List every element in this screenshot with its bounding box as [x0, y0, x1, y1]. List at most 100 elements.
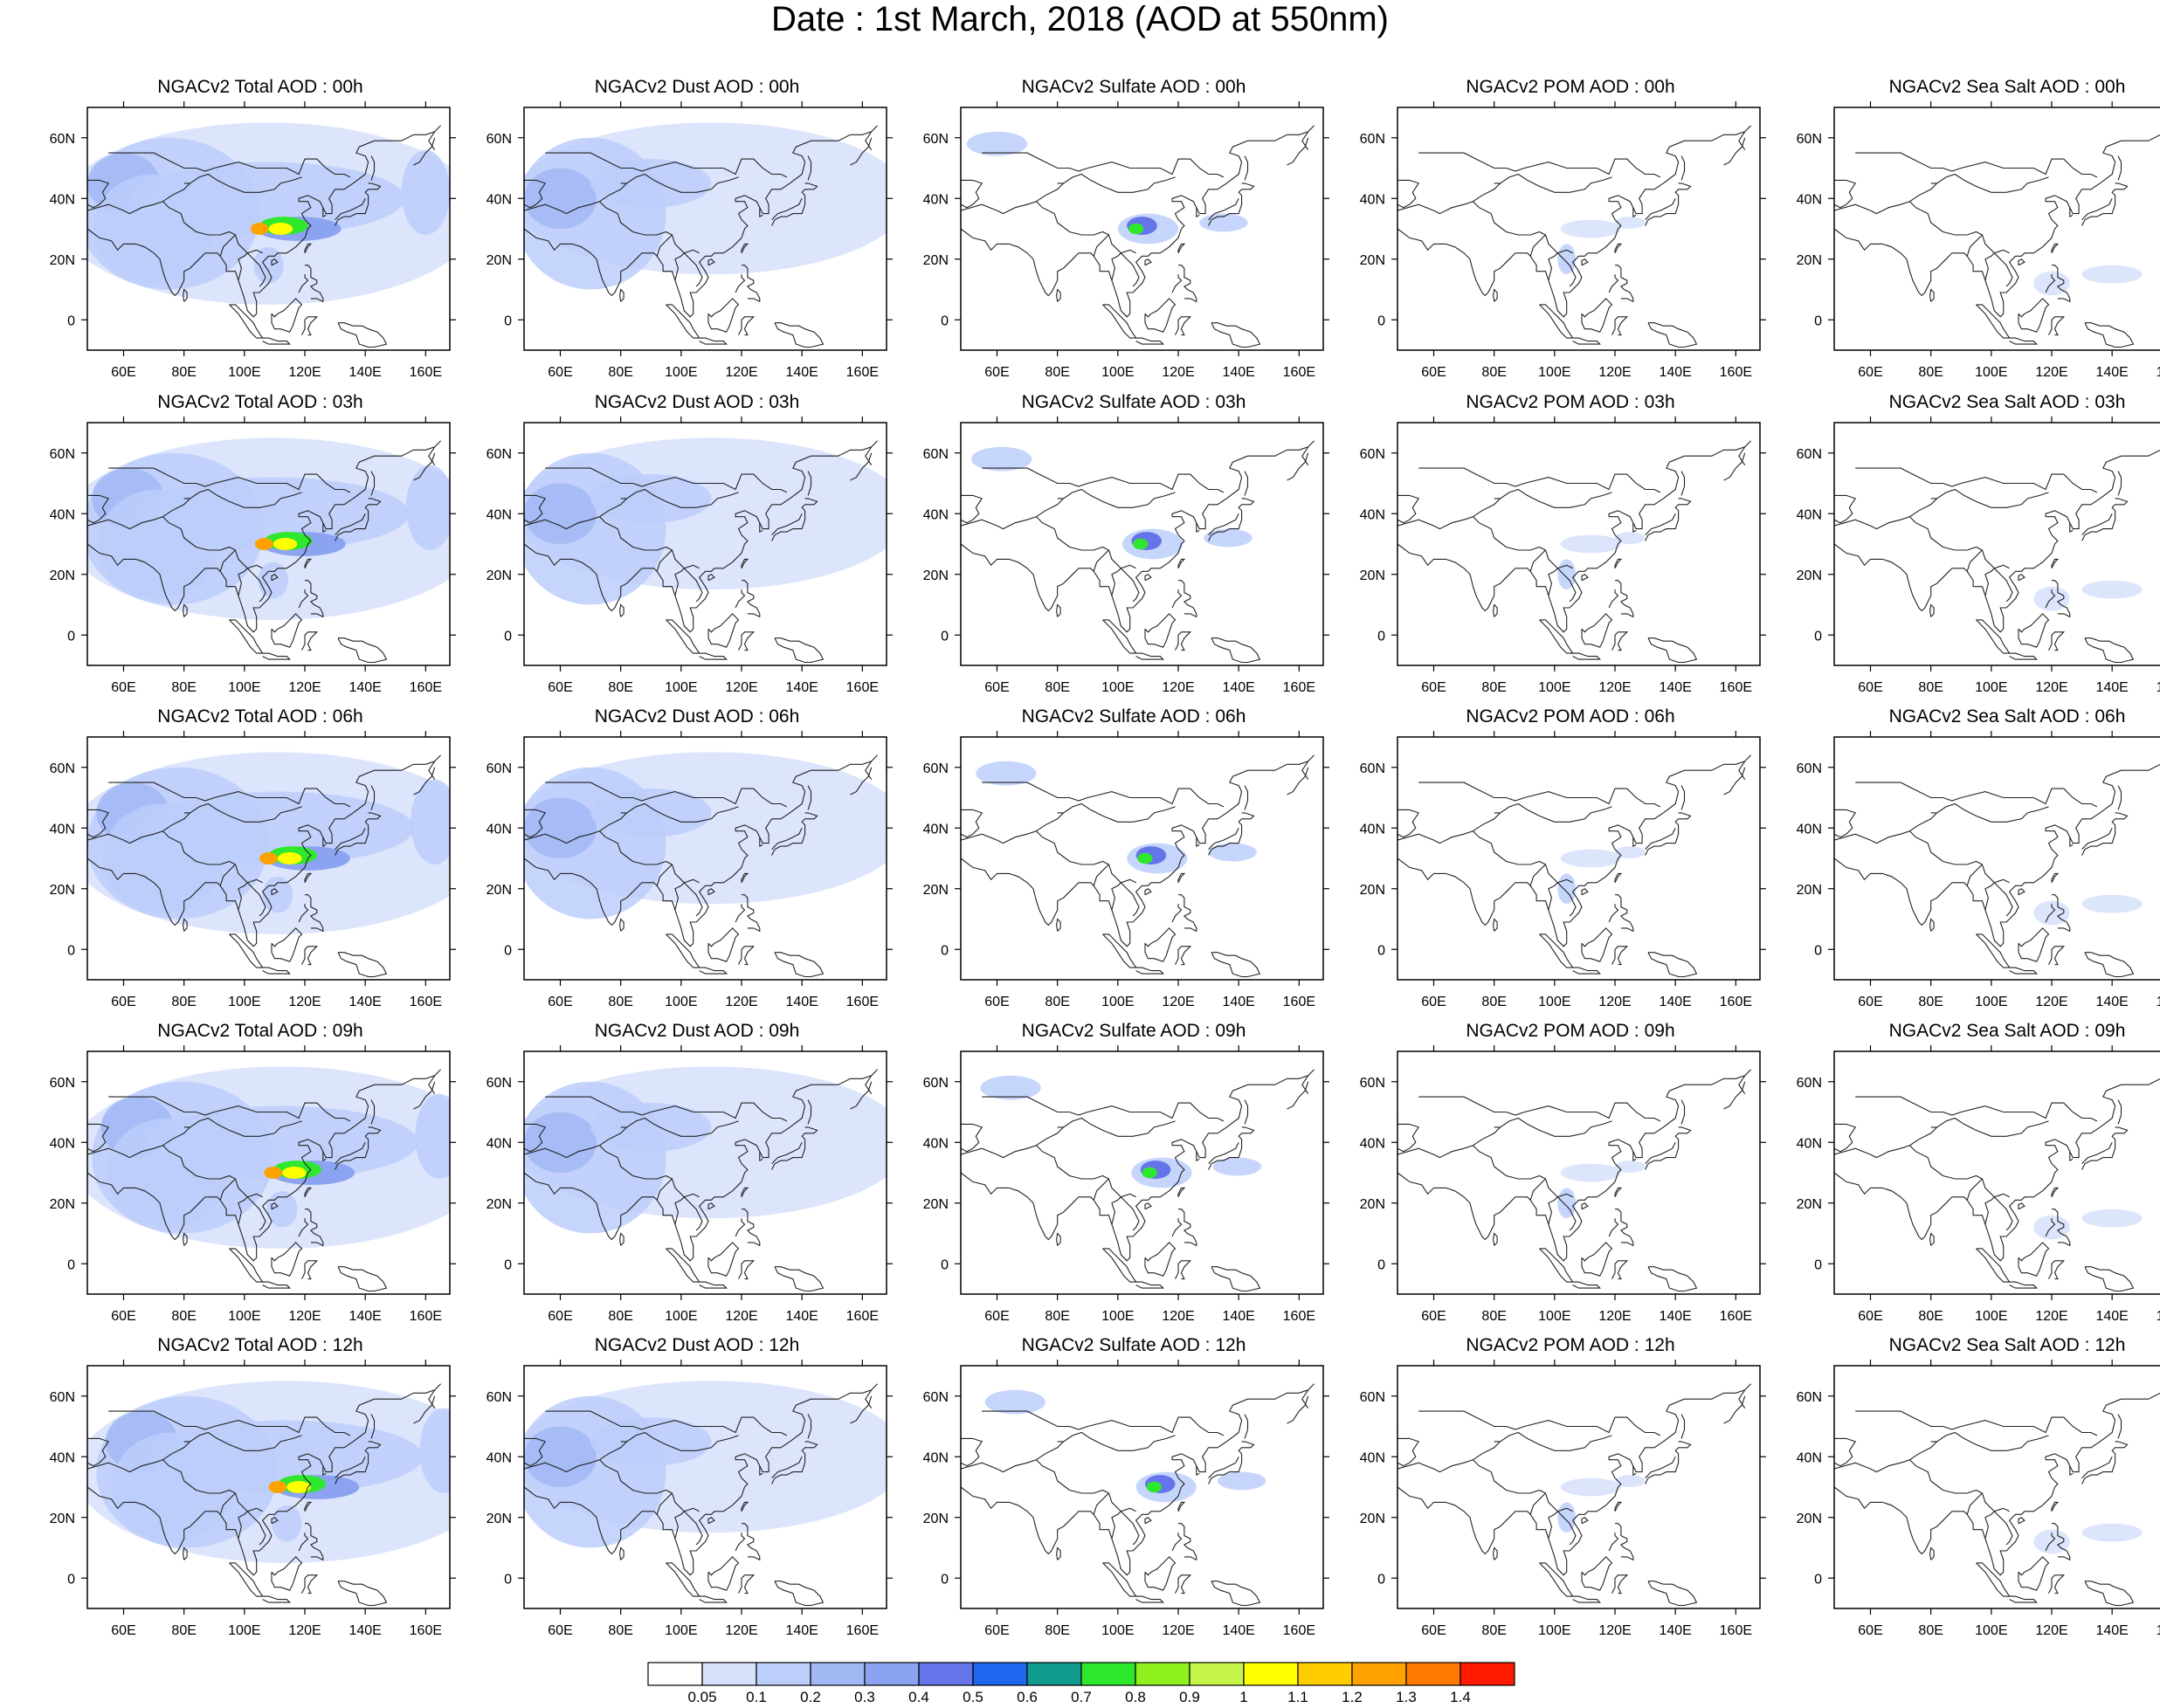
- coastline-outline: [1581, 298, 1613, 333]
- coastline-outline: [961, 1112, 983, 1153]
- aod-plume: [1615, 217, 1646, 229]
- map-frame: [1833, 736, 2160, 981]
- coastline-outline: [699, 967, 728, 975]
- lat-tick-label: 20N: [1360, 1197, 1385, 1212]
- colorbar-label: 0.5: [963, 1689, 983, 1704]
- lon-tick-label: 160E: [1720, 1309, 1752, 1324]
- coastline-outline: [1144, 613, 1177, 648]
- panel-title: NGACv2 Sulfate AOD : 12h: [1021, 1335, 1246, 1355]
- coastline-outline: [87, 1145, 263, 1198]
- lon-tick-label: 80E: [1481, 1309, 1506, 1324]
- coastline-outline: [335, 1457, 366, 1478]
- coastline-outline: [1144, 258, 1152, 266]
- lon-tick-label: 80E: [171, 1623, 196, 1638]
- coastline-outline: [1135, 1281, 1165, 1289]
- coastline-outline: [1909, 1126, 1937, 1147]
- coastline-outline: [1494, 488, 1612, 508]
- coastline-outline: [742, 580, 761, 618]
- coastline-outline: [1615, 580, 1634, 618]
- coastline-outline: [271, 888, 279, 896]
- lon-tick-label: 140E: [1222, 680, 1254, 695]
- coastline-outline: [961, 1069, 1315, 1262]
- coastline-outline: [1102, 933, 1137, 968]
- coastline-outline: [271, 927, 303, 962]
- aod-plume: [590, 789, 712, 837]
- coastline-outline: [850, 137, 873, 166]
- lon-tick-label: 60E: [984, 680, 1009, 695]
- lon-tick-label: 60E: [1858, 1309, 1882, 1324]
- coastline-outline: [2051, 243, 2060, 254]
- lon-tick-label: 100E: [1538, 365, 1570, 380]
- aod-plume: [107, 1118, 228, 1228]
- coastline-outline: [683, 568, 703, 603]
- coastline-outline: [524, 1459, 700, 1512]
- lon-tick-label: 80E: [1918, 1309, 1943, 1324]
- coastline-outline: [1144, 1202, 1152, 1210]
- colorbar-swatch: [1080, 1662, 1136, 1686]
- coastline-outline: [1102, 1248, 1137, 1283]
- coastline-outline: [683, 1511, 703, 1546]
- coastline-outline: [759, 1465, 763, 1476]
- coastline-outline: [1614, 1187, 1623, 1198]
- coastline-outline: [335, 198, 366, 220]
- coastline-outline: [656, 234, 673, 257]
- aod-field: [87, 122, 450, 348]
- aod-field: [1834, 134, 2160, 348]
- aod-plume: [415, 1093, 450, 1179]
- aod-plume: [524, 797, 597, 858]
- coastline-outline: [524, 797, 547, 838]
- aod-plume: [1560, 1477, 1621, 1497]
- lat-tick-label: 60N: [487, 761, 512, 776]
- map-panel: NGACv2 Dust AOD : 03h 60E 80E 100E 120E 140E 1…: [479, 392, 915, 706]
- coastline-outline: [1909, 498, 1937, 518]
- coastline-outline: [2052, 894, 2071, 933]
- coastline-outline: [619, 1232, 625, 1246]
- coastline-outline: [2048, 631, 2066, 651]
- lat-tick-label: 20N: [1360, 883, 1385, 898]
- map-plot: 60E 80E 100E 120E 140E 160E 0 20N 40N 60N: [923, 1360, 1329, 1638]
- coastline-outline: [1556, 252, 1577, 287]
- lon-tick-label: 160E: [846, 1309, 879, 1324]
- coastline-outline: [1834, 1145, 2010, 1198]
- coastline-outline: [1966, 1492, 1983, 1515]
- coastline-outline: [238, 568, 248, 596]
- aod-plume: [253, 246, 284, 284]
- coastline-outline: [1645, 513, 1676, 535]
- panel-title: NGACv2 Sea Salt AOD : 00h: [1888, 77, 2126, 97]
- lat-tick-label: 40N: [1797, 507, 1822, 522]
- lat-tick-label: 40N: [487, 1450, 512, 1465]
- coastline-outline: [545, 152, 788, 178]
- lon-tick-label: 60E: [984, 365, 1009, 380]
- lat-tick-label: 60N: [487, 1390, 512, 1405]
- coastline-outline: [1976, 1562, 2011, 1597]
- coastline-outline: [1539, 1562, 1574, 1597]
- lon-tick-label: 160E: [410, 365, 442, 380]
- coastline-outline: [807, 1414, 812, 1439]
- coastline-outline: [1572, 652, 1602, 660]
- lon-tick-label: 140E: [348, 1309, 381, 1324]
- lon-tick-label: 120E: [288, 1309, 321, 1324]
- lon-tick-label: 140E: [2095, 1309, 2128, 1324]
- aod-plume: [1615, 1160, 1646, 1173]
- lon-tick-label: 120E: [2035, 995, 2067, 1009]
- coastline-outline: [1057, 1431, 1176, 1451]
- coastline-outline: [183, 603, 188, 617]
- coastline-outline: [2018, 927, 2050, 962]
- map-frame: [960, 1050, 1324, 1295]
- coastline-outline: [961, 1383, 1315, 1576]
- coastline-outline: [683, 252, 703, 287]
- lat-tick-label: 60N: [1360, 447, 1385, 462]
- coastline-outline: [1120, 568, 1140, 603]
- aod-plume: [1133, 538, 1149, 550]
- lon-tick-label: 80E: [608, 1309, 632, 1324]
- coastline-outline: [1056, 918, 1061, 932]
- coastline-outline: [183, 1232, 188, 1246]
- coastline-outline: [262, 1281, 292, 1289]
- aod-plume: [1204, 528, 1253, 548]
- coastline-outline: [1611, 946, 1629, 966]
- coastline-outline: [162, 1441, 190, 1461]
- lon-tick-label: 60E: [111, 1623, 135, 1638]
- colorbar-label: 0.6: [1017, 1689, 1038, 1704]
- coastline-outline: [738, 1260, 756, 1280]
- coastline-outline: [771, 513, 803, 535]
